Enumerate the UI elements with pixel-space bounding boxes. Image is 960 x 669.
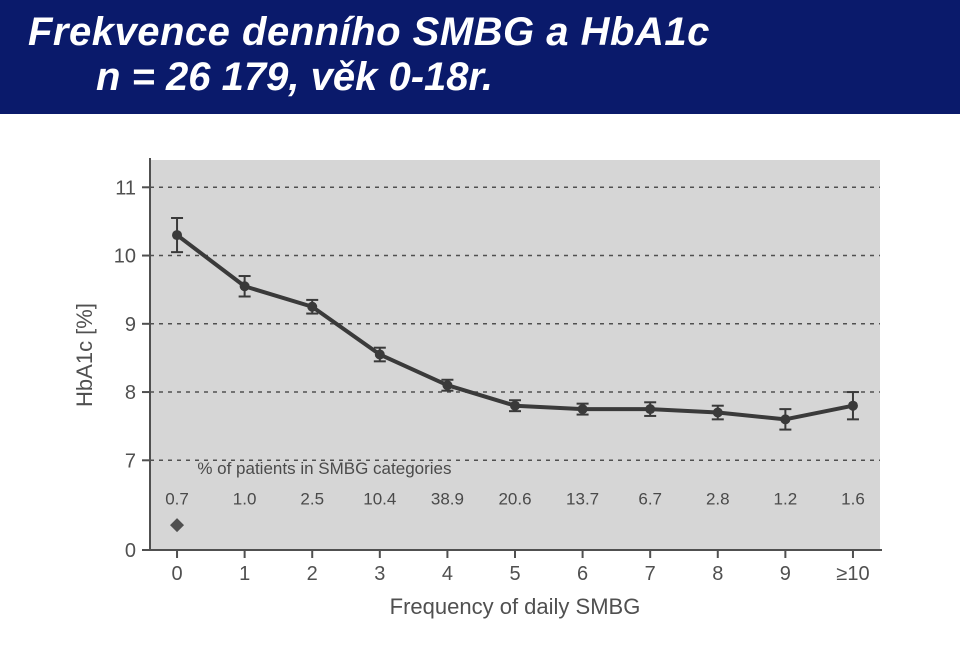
- svg-text:9: 9: [125, 314, 136, 336]
- svg-text:8: 8: [712, 563, 723, 585]
- svg-text:Frequency of daily SMBG: Frequency of daily SMBG: [390, 594, 641, 619]
- svg-text:% of patients in SMBG categori: % of patients in SMBG categories: [197, 459, 451, 478]
- svg-text:2.5: 2.5: [300, 490, 324, 509]
- svg-text:20.6: 20.6: [498, 490, 531, 509]
- svg-text:5: 5: [509, 563, 520, 585]
- chart-container: 0 7 8 9 10 11 0 1 2 3 4 5 6 7 8 9 ≥10 % of patients in SM…: [50, 150, 910, 650]
- svg-text:38.9: 38.9: [431, 490, 464, 509]
- title-line-2: n = 26 179, věk 0-18r.: [28, 55, 932, 100]
- title-line-1: Frekvence denního SMBG a HbA1c: [28, 10, 932, 55]
- svg-text:2.8: 2.8: [706, 490, 730, 509]
- svg-text:1.0: 1.0: [233, 490, 257, 509]
- svg-text:13.7: 13.7: [566, 490, 599, 509]
- svg-text:10.4: 10.4: [363, 490, 396, 509]
- svg-text:7: 7: [645, 563, 656, 585]
- svg-text:HbA1c [%]: HbA1c [%]: [72, 303, 97, 407]
- line-chart: 0 7 8 9 10 11 0 1 2 3 4 5 6 7 8 9 ≥10 % of patients in SM…: [50, 150, 910, 650]
- svg-text:1.6: 1.6: [841, 490, 865, 509]
- svg-text:≥10: ≥10: [836, 563, 869, 585]
- svg-text:11: 11: [115, 177, 136, 199]
- svg-text:0: 0: [125, 540, 136, 562]
- svg-text:9: 9: [780, 563, 791, 585]
- svg-text:6: 6: [577, 563, 588, 585]
- svg-text:6.7: 6.7: [638, 490, 662, 509]
- svg-text:2: 2: [307, 563, 318, 585]
- svg-text:0: 0: [171, 563, 182, 585]
- svg-text:3: 3: [374, 563, 385, 585]
- svg-text:4: 4: [442, 563, 453, 585]
- svg-text:10: 10: [114, 246, 136, 268]
- svg-text:1.2: 1.2: [774, 490, 798, 509]
- svg-text:0.7: 0.7: [165, 490, 189, 509]
- title-bar: Frekvence denního SMBG a HbA1c n = 26 17…: [0, 0, 960, 114]
- svg-text:1: 1: [239, 563, 250, 585]
- svg-text:7: 7: [125, 450, 136, 472]
- svg-text:8: 8: [125, 382, 136, 404]
